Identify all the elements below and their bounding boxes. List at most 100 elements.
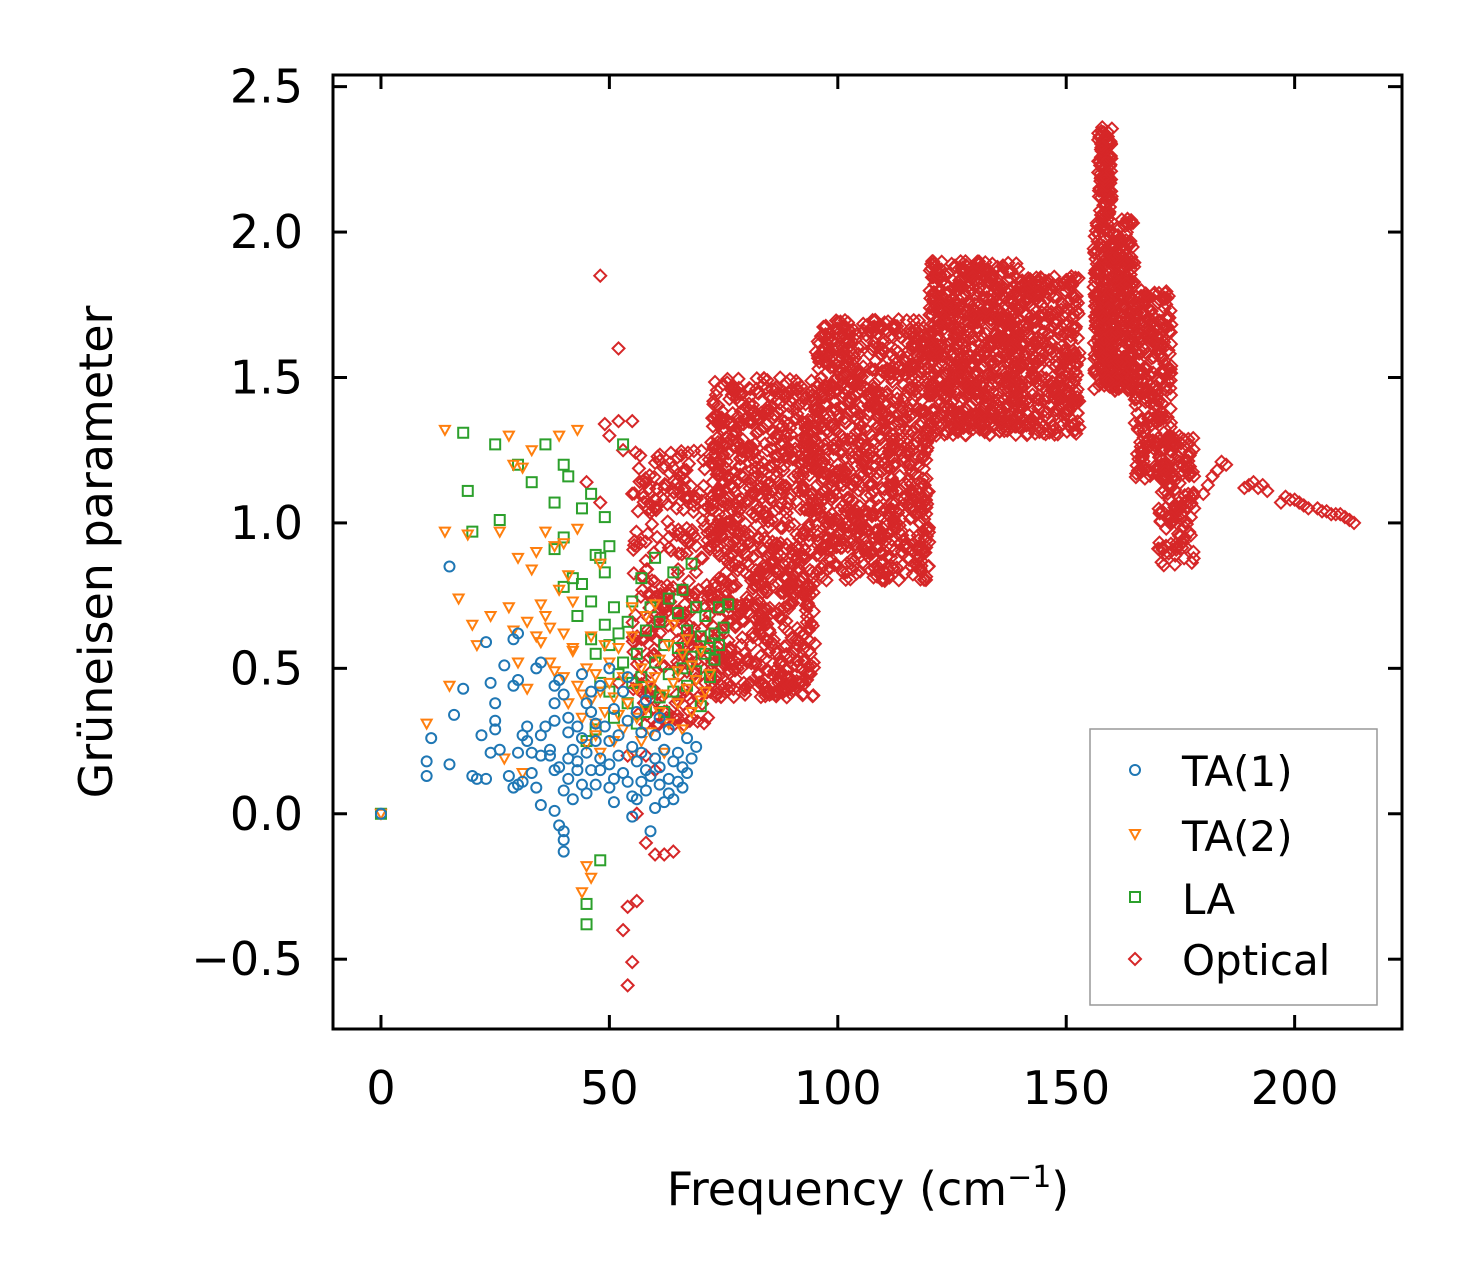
optical-point: [728, 671, 744, 687]
ta-2-point: [438, 424, 452, 437]
la-point: [621, 615, 634, 628]
optical-point: [971, 336, 987, 352]
optical-point: [887, 366, 902, 382]
optical-point: [631, 460, 647, 476]
optical-point: [953, 369, 969, 385]
ta-1-point: [575, 668, 588, 681]
ta-1-point: [662, 723, 675, 736]
ta-1-point: [626, 740, 639, 753]
optical-point: [946, 383, 962, 399]
optical-point: [816, 441, 832, 457]
la-point: [571, 609, 584, 622]
optical-point: [914, 451, 930, 467]
optical-point: [734, 613, 750, 629]
ta-2-point: [438, 526, 452, 539]
optical-point: [996, 310, 1012, 326]
optical-point: [716, 572, 731, 588]
optical-point: [732, 475, 747, 491]
optical-point: [1150, 458, 1166, 474]
la-point: [585, 633, 598, 646]
optical-point: [905, 392, 921, 408]
optical-point: [891, 367, 907, 383]
optical-point: [1117, 257, 1133, 273]
optical-point: [749, 517, 764, 533]
optical-point: [857, 521, 872, 537]
optical-point: [898, 565, 913, 581]
optical-point: [762, 687, 777, 703]
la-point: [548, 543, 561, 556]
optical-point: [779, 505, 794, 521]
optical-point: [1093, 282, 1108, 298]
optical-point: [1048, 279, 1064, 295]
optical-point: [738, 516, 754, 532]
optical-point: [1059, 317, 1075, 333]
ta-2-point: [506, 625, 521, 638]
ta-2-point: [520, 683, 534, 696]
optical-point: [750, 502, 766, 518]
ta-2-point: [534, 637, 548, 650]
ta-1-point: [489, 714, 502, 727]
ta-1-point: [621, 775, 634, 788]
ta-2-point: [607, 692, 621, 705]
optical-point: [984, 271, 1000, 286]
optical-point: [728, 557, 743, 573]
optical-point: [1021, 414, 1037, 430]
ta-1-point: [685, 752, 698, 765]
optical-point: [963, 348, 979, 364]
optical-point: [1128, 391, 1144, 407]
optical-point: [737, 687, 753, 703]
optical-point: [797, 585, 813, 601]
optical-point: [743, 471, 759, 487]
la-point: [607, 601, 620, 614]
optical-point: [1101, 206, 1117, 222]
optical-point: [1143, 315, 1159, 331]
optical-point: [1132, 434, 1148, 450]
optical-point: [1067, 345, 1083, 361]
optical-point: [899, 537, 915, 552]
optical-point: [808, 400, 824, 416]
optical-point: [938, 292, 954, 307]
ta-2-point: [671, 698, 685, 711]
optical-point: [810, 464, 825, 480]
ta-1-point: [548, 697, 561, 710]
optical-point: [732, 437, 748, 453]
la-point: [562, 470, 575, 483]
optical-point: [840, 461, 856, 477]
optical-point: [756, 371, 772, 387]
optical-point: [747, 410, 763, 426]
optical-point: [1107, 295, 1123, 311]
optical-point: [1259, 483, 1275, 499]
optical-point: [809, 477, 825, 493]
optical-point: [1241, 477, 1257, 493]
ta-1-point: [475, 729, 488, 742]
optical-point: [947, 258, 963, 274]
optical-point: [704, 589, 720, 605]
optical-point: [719, 575, 735, 591]
optical-point: [1103, 163, 1119, 179]
ta-2-point: [694, 695, 708, 708]
optical-point: [882, 570, 897, 585]
optical-point: [890, 505, 906, 521]
ta-2-point: [520, 616, 534, 629]
optical-point: [668, 695, 684, 711]
optical-point: [808, 517, 824, 532]
la-point: [671, 607, 684, 620]
optical-point: [873, 532, 889, 548]
legend-entry-ta1: TA(1): [1129, 747, 1293, 796]
optical-point: [892, 432, 908, 448]
optical-point: [913, 360, 929, 376]
optical-point: [833, 314, 848, 330]
legend-marker-optical: [1127, 951, 1143, 967]
ta-1-point: [512, 746, 525, 759]
optical-point: [693, 550, 709, 565]
ta-1-point: [603, 735, 616, 748]
optical-point: [762, 388, 778, 404]
ta-2-point: [442, 680, 457, 693]
optical-point: [953, 324, 968, 340]
optical-point: [864, 506, 880, 522]
optical-point: [707, 374, 723, 390]
optical-point: [1104, 245, 1120, 261]
optical-point: [629, 538, 645, 554]
optical-point: [925, 427, 940, 443]
optical-point: [810, 491, 826, 507]
